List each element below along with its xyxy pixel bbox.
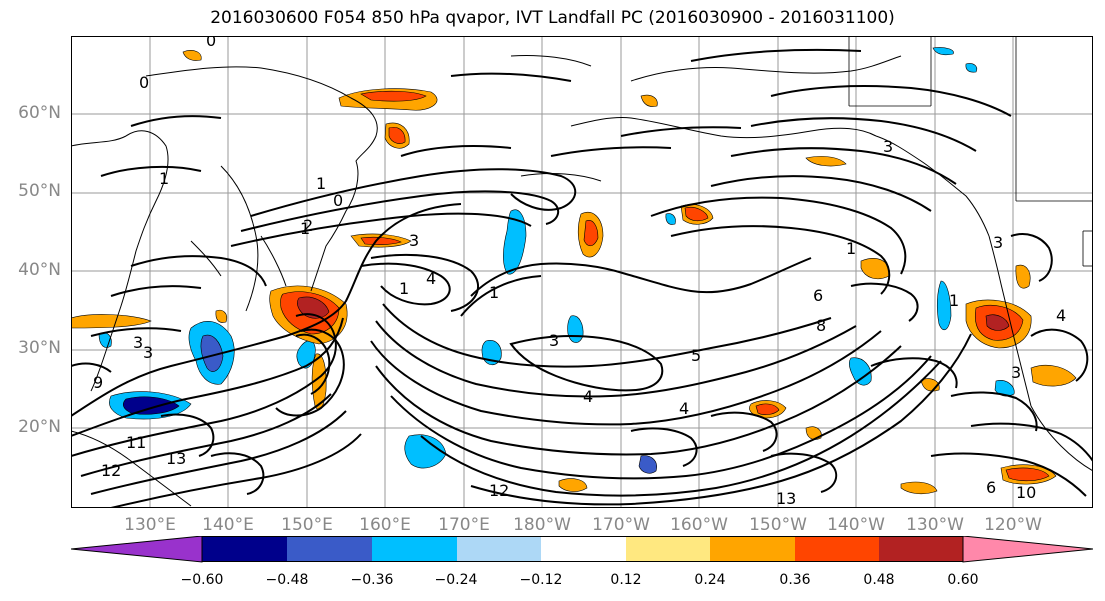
contour-label: 13 [166,449,186,468]
contour-label: 12 [489,481,509,500]
contour-label: 4 [1056,306,1066,325]
contour-label: 3 [549,331,559,350]
contour-label: 1 [159,169,169,188]
colorbar [71,536,1093,563]
colorbar-tick-label: 0.12 [610,572,642,588]
colorbar-bin [372,536,457,562]
contour-label: 10 [1016,483,1036,502]
colorbar-tick-label: 0.24 [694,572,726,588]
contour-label: 1 [300,219,310,238]
lon-label-170e: 170°E [438,515,490,535]
lat-label-50n: 50°N [18,181,61,201]
map-canvas: 0 1 0 3 1 1 0 2 3 4 1 4 3 4 1 1 3 5 6 1 [71,36,1093,508]
contour-label: 1 [316,174,326,193]
colorbar-tick-label: 0.36 [779,572,811,588]
contour-label: 6 [986,478,996,497]
colorbar-bin [795,536,879,562]
contour-label: 0 [139,73,149,92]
lon-label-140w: 140°W [827,515,885,535]
political-borders [848,36,1093,267]
colorbar-bin [710,536,795,562]
colorbar-tick-label: −0.36 [350,572,394,588]
contour-label: 13 [776,489,796,508]
colorbar-extend-low [71,536,203,563]
colorbar-bin [541,536,626,562]
lat-label-40n: 40°N [18,260,61,280]
contour-label: 3 [143,343,153,362]
lon-label-180w: 180°W [513,515,571,535]
contour-label: 4 [426,269,436,288]
lon-label-160e: 160°E [359,515,411,535]
colorbar-bin [457,536,541,562]
contour-label: 1 [399,279,409,298]
lon-label-150e: 150°E [281,515,333,535]
contour-label: 8 [816,316,826,335]
qvapor-negative-fill [98,47,1015,474]
lon-label-170w: 170°W [592,515,650,535]
contour-label: 0 [206,36,216,50]
contour-label: 3 [409,231,419,250]
lon-label-160w: 160°W [670,515,728,535]
colorbar-frame [201,536,964,562]
contour-label: 4 [583,387,593,406]
contour-label: 3 [883,137,893,156]
lat-label-60n: 60°N [18,103,61,123]
contour-label: 3 [133,333,143,352]
coastlines [71,55,1093,507]
colorbar-bin [879,536,963,562]
lon-label-120w: 120°W [984,515,1042,535]
colorbar-extend-high [962,536,1093,563]
contour-label: 1 [489,283,499,302]
colorbar-tick-label: −0.48 [265,572,309,588]
contour-label: 12 [101,461,121,480]
contour-label: 3 [993,233,1003,252]
contour-label: 2 [303,216,313,235]
colorbar-tick-label: −0.60 [180,572,224,588]
colorbar-bin [626,536,710,562]
contour-labels: 0 1 0 3 1 1 0 2 3 4 1 4 3 4 1 1 3 5 6 1 [93,36,1066,508]
contour-label: 0 [333,191,343,210]
map-frame [71,36,1093,508]
graticule [71,36,1093,508]
colorbar-tick-label: −0.12 [519,572,563,588]
colorbar-bin [202,536,287,562]
lon-label-130w: 130°W [906,515,964,535]
lat-label-30n: 30°N [18,338,61,358]
map-panel: 0 1 0 3 1 1 0 2 3 4 1 4 3 4 1 1 3 5 6 1 [71,36,1093,508]
contour-label: 1 [846,239,856,258]
contour-label: 6 [813,286,823,305]
colorbar-tick-label: −0.24 [434,572,478,588]
lon-label-150w: 150°W [749,515,807,535]
contour-label: 11 [126,433,146,452]
contour-label: 9 [93,373,103,392]
colorbar-tick-label: 0.60 [947,572,979,588]
lon-label-140e: 140°E [202,515,254,535]
contour-label: 1 [949,291,959,310]
colorbar-tick-label: 0.48 [863,572,895,588]
colorbar-bin [287,536,372,562]
qvapor-positive-fill [71,50,1077,495]
contour-label: 4 [679,399,689,418]
lon-label-130e: 130°E [124,515,176,535]
contour-label: 3 [1011,363,1021,382]
lat-label-20n: 20°N [18,417,61,437]
map-title: 2016030600 F054 850 hPa qvapor, IVT Land… [210,8,895,28]
contour-label: 5 [691,346,701,365]
ivt-contours [71,48,1093,508]
